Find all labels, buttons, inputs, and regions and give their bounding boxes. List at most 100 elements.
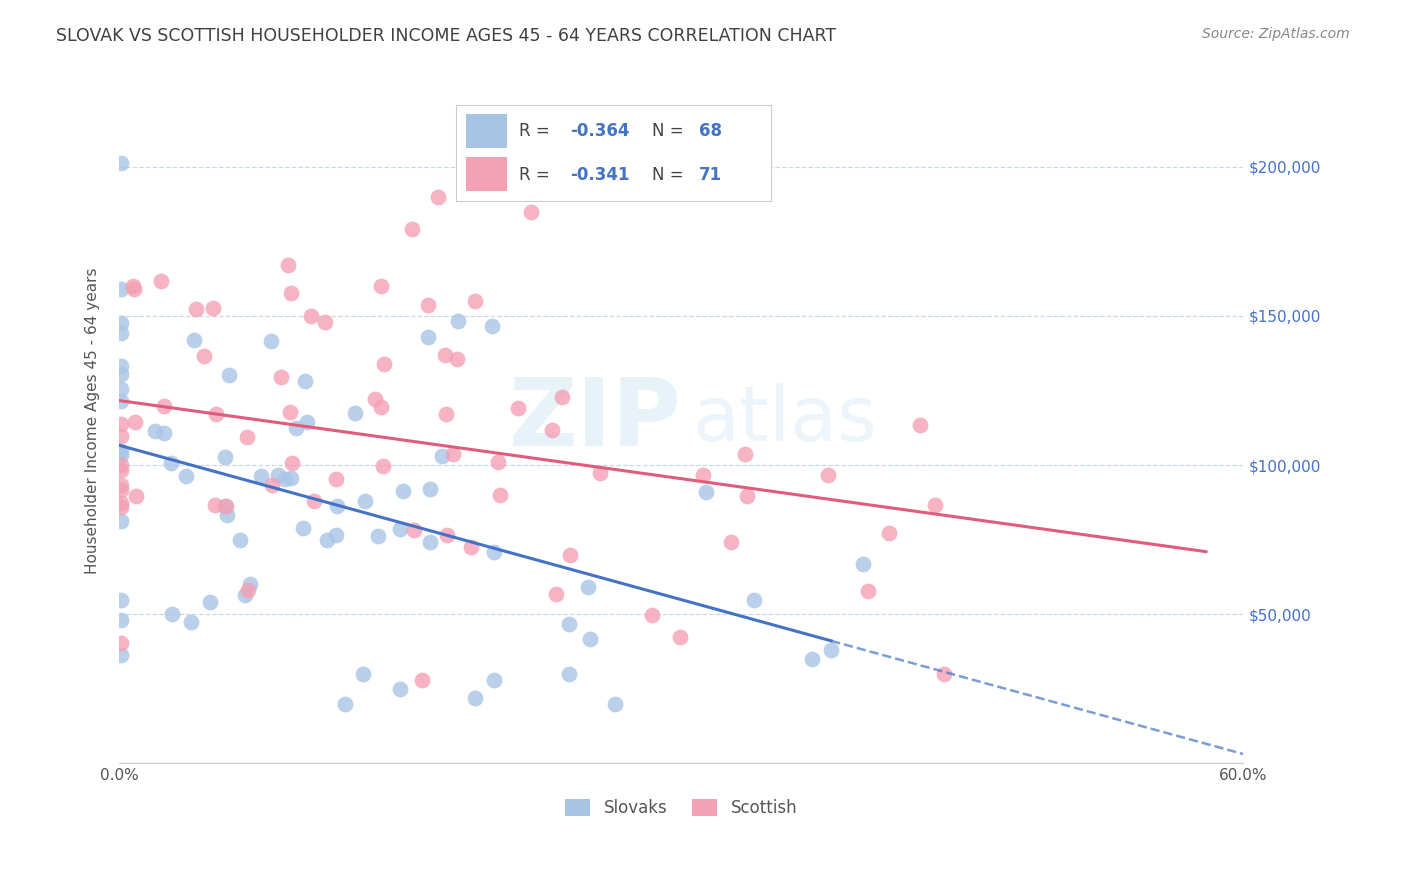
Point — [110, 483, 132, 498]
Point — [325, 500, 347, 514]
Point — [110, 282, 132, 296]
Point — [110, 613, 132, 627]
Point — [110, 326, 132, 340]
Point — [402, 523, 425, 537]
Point — [110, 478, 132, 492]
Point — [152, 399, 174, 413]
Point — [419, 482, 441, 496]
Point — [124, 415, 146, 429]
Point — [464, 293, 486, 308]
Point — [325, 528, 347, 542]
Point — [333, 697, 356, 711]
Point — [152, 425, 174, 440]
Point — [297, 415, 319, 429]
Text: SLOVAK VS SCOTTISH HOUSEHOLDER INCOME AGES 45 - 64 YEARS CORRELATION CHART: SLOVAK VS SCOTTISH HOUSEHOLDER INCOME AG… — [56, 27, 837, 45]
Point — [540, 423, 562, 437]
Point — [734, 447, 756, 461]
Point — [411, 673, 433, 688]
Point — [183, 333, 205, 347]
Point — [110, 636, 132, 650]
Point — [801, 652, 824, 666]
Point — [125, 489, 148, 503]
Point — [820, 643, 842, 657]
Point — [373, 358, 395, 372]
Point — [202, 301, 225, 315]
Point — [274, 472, 297, 486]
Point — [343, 406, 366, 420]
Point — [110, 496, 132, 510]
Point — [270, 370, 292, 384]
Y-axis label: Householder Income Ages 45 - 64 years: Householder Income Ages 45 - 64 years — [86, 267, 100, 574]
Text: atlas: atlas — [693, 384, 877, 458]
Point — [482, 545, 505, 559]
Point — [314, 315, 336, 329]
Point — [110, 648, 132, 663]
Point — [260, 334, 283, 348]
Point — [277, 259, 299, 273]
Point — [110, 500, 132, 515]
Point — [149, 274, 172, 288]
Point — [924, 499, 946, 513]
Point — [229, 533, 252, 547]
Point — [603, 697, 626, 711]
Point — [299, 309, 322, 323]
Point — [695, 484, 717, 499]
Point — [316, 533, 339, 547]
Point — [877, 525, 900, 540]
Point — [392, 483, 415, 498]
Point — [720, 535, 742, 549]
Point — [641, 607, 664, 622]
Point — [186, 301, 208, 316]
Point — [558, 548, 581, 562]
Point — [430, 449, 453, 463]
Point — [250, 469, 273, 483]
Point — [464, 691, 486, 706]
Point — [932, 666, 955, 681]
Point — [110, 316, 132, 330]
Point — [325, 472, 347, 486]
Point — [159, 456, 181, 470]
Point — [389, 522, 412, 536]
Point — [160, 607, 183, 621]
Point — [489, 488, 512, 502]
Point — [110, 155, 132, 169]
Point — [122, 282, 145, 296]
Point — [486, 454, 509, 468]
Point — [858, 583, 880, 598]
Point — [506, 401, 529, 415]
Point — [418, 330, 440, 344]
Point — [110, 515, 132, 529]
Point — [852, 557, 875, 571]
Point — [735, 489, 758, 503]
Point — [205, 407, 228, 421]
Point — [260, 478, 283, 492]
Point — [434, 407, 457, 421]
Point — [267, 467, 290, 482]
Point — [193, 349, 215, 363]
Point — [352, 666, 374, 681]
Point — [520, 204, 543, 219]
Point — [669, 630, 692, 644]
Point — [110, 417, 132, 432]
Point — [218, 368, 240, 383]
Point — [441, 447, 464, 461]
Point — [419, 535, 441, 549]
Point — [110, 429, 132, 443]
Point — [370, 400, 392, 414]
Point — [446, 351, 468, 366]
Point — [434, 348, 457, 362]
Point — [280, 285, 302, 300]
Point — [482, 673, 505, 687]
Point — [291, 521, 314, 535]
Point — [436, 528, 458, 542]
Point — [110, 463, 132, 477]
Point — [110, 368, 132, 382]
Point — [692, 467, 714, 482]
Point — [235, 430, 257, 444]
Point — [447, 314, 470, 328]
Point — [558, 666, 581, 681]
Point — [285, 420, 308, 434]
Point — [280, 405, 302, 419]
Point — [198, 594, 221, 608]
Point — [110, 458, 132, 472]
